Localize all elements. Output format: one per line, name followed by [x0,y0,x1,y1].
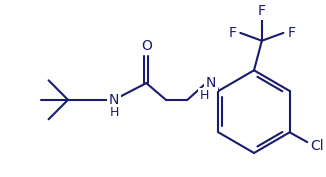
Text: H: H [109,106,119,119]
Text: N: N [206,76,216,90]
Text: O: O [141,39,152,53]
Text: H: H [200,89,209,102]
Text: F: F [229,26,236,40]
Text: F: F [287,26,295,40]
Text: F: F [258,4,266,18]
Text: N: N [109,93,119,107]
Text: Cl: Cl [310,139,324,153]
